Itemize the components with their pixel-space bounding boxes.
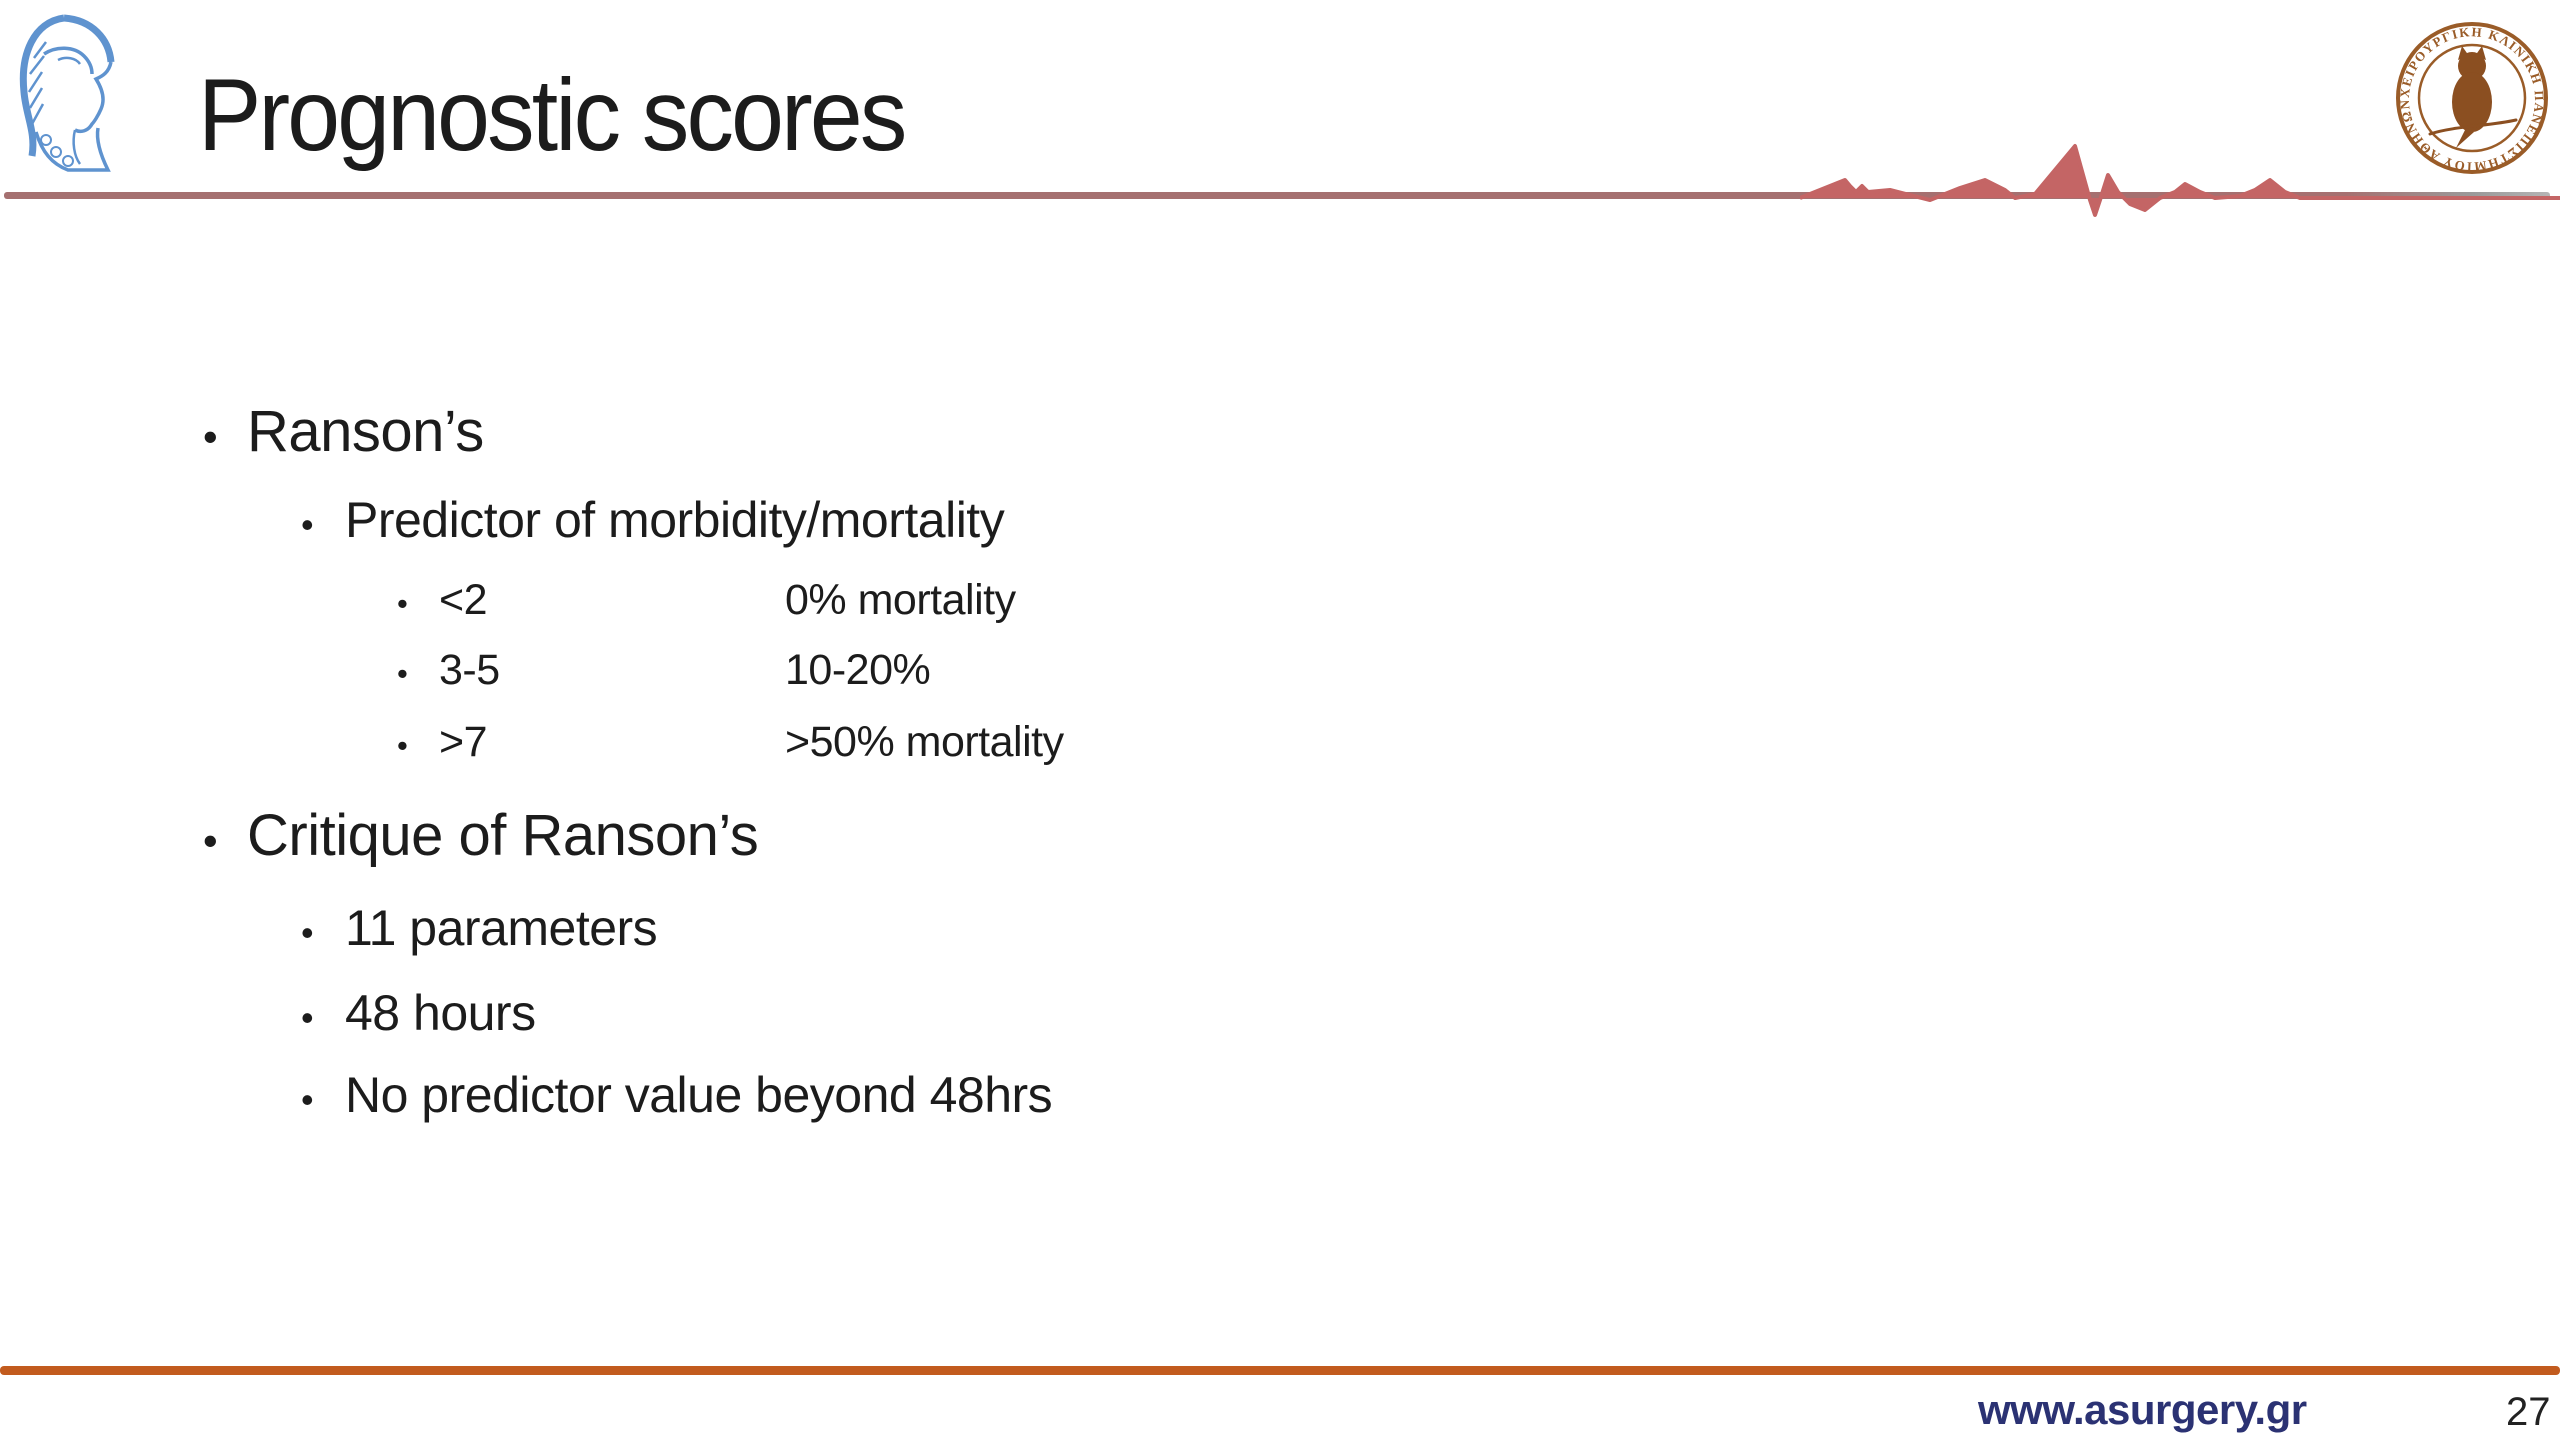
bullet-icon: • xyxy=(301,1079,314,1120)
list-item-48hours: • 48 hours xyxy=(301,984,536,1042)
bullet-icon: • xyxy=(301,997,314,1038)
list-item-no-predictor: • No predictor value beyond 48hrs xyxy=(301,1066,1053,1124)
list-item-label: 48 hours xyxy=(345,985,536,1041)
page-number: 27 xyxy=(2506,1390,2551,1434)
mortality-value: >50% mortality xyxy=(785,718,1064,766)
mortality-value: 10-20% xyxy=(785,646,931,694)
footer-website: www.asurgery.gr xyxy=(1978,1386,2307,1433)
list-item-label: Predictor of morbidity/mortality xyxy=(345,492,1005,548)
bullet-icon: • xyxy=(203,413,218,460)
score-range: 3-5 xyxy=(439,646,500,694)
bullet-icon: • xyxy=(397,656,408,691)
list-item-score-3-5: • 3-5 10-20% xyxy=(397,646,931,695)
score-range: <2 xyxy=(439,576,488,624)
owl-seal-icon: ΧΕΙΡΟΥΡΓΙΚΗ ΚΛΙΝΙΚΗ ΠΑΝΕΠΙΣΤΗΜΙΟΥ ΑΘΗΝΩΝ… xyxy=(2394,20,2548,175)
bullet-icon: • xyxy=(203,817,218,864)
mortality-value: 0% mortality xyxy=(785,576,1016,624)
ecg-trace-icon xyxy=(1800,144,2560,217)
bullet-icon: • xyxy=(301,912,314,953)
list-item-parameters: • 11 parameters xyxy=(301,899,658,957)
list-item-predictor: • Predictor of morbidity/mortality xyxy=(301,491,1005,549)
list-item-label: No predictor value beyond 48hrs xyxy=(345,1067,1053,1123)
bullet-icon: • xyxy=(301,504,314,545)
list-item-label: Ranson’s xyxy=(247,399,484,464)
list-item-critique: • Critique of Ranson’s xyxy=(203,802,759,869)
list-item-ransons: • Ranson’s xyxy=(203,398,484,465)
owl-icon xyxy=(2452,46,2492,148)
list-item-label: 11 parameters xyxy=(345,900,658,956)
footer-divider xyxy=(0,1366,2560,1375)
list-item-score-gt7: • >7 >50% mortality xyxy=(397,718,1064,767)
title-divider xyxy=(4,192,2550,199)
bullet-icon: • xyxy=(397,586,408,621)
list-item-score-lt2: • <2 0% mortality xyxy=(397,576,1016,625)
athena-head-icon xyxy=(19,14,115,172)
score-range: >7 xyxy=(439,718,488,766)
bullet-icon: • xyxy=(397,728,408,763)
page-title: Prognostic scores xyxy=(198,58,907,172)
list-item-label: Critique of Ranson’s xyxy=(247,803,759,868)
